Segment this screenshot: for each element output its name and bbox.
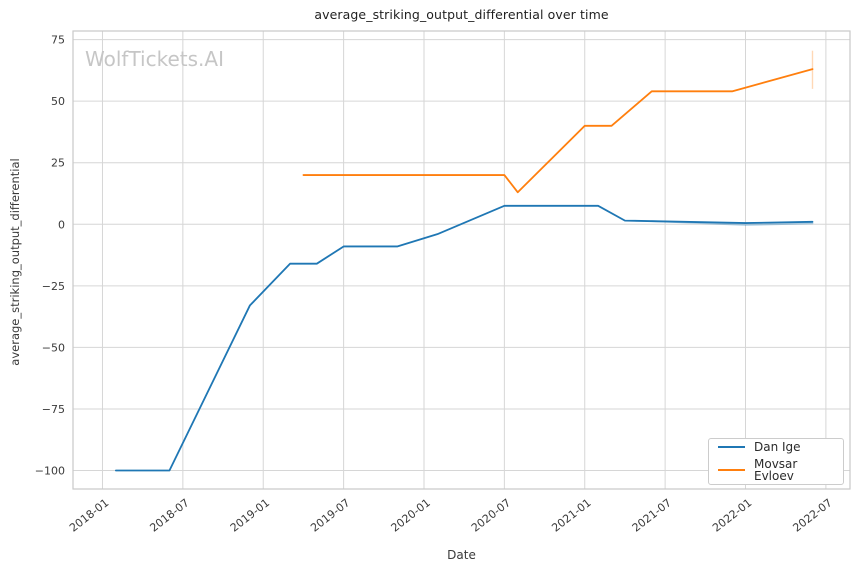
y-tick-label: 25 [51,157,65,170]
x-tick-label: 2021-07 [630,496,674,535]
legend: Dan Ige Movsar Evloev [708,438,844,485]
legend-line-swatch [718,446,745,448]
legend-item-label: Dan Ige [754,440,801,454]
x-axis-label: Date [447,548,476,562]
y-tick-label: 0 [58,218,65,231]
plot-border [72,30,851,490]
y-tick-label: −50 [42,341,65,354]
x-tick-label: 2022-07 [791,496,835,535]
x-tick-label: 2018-01 [67,496,111,535]
x-tick-label: 2018-07 [147,496,191,535]
legend-line-swatch [718,469,745,471]
y-tick-label: −100 [35,465,65,478]
x-tick-label: 2021-01 [549,496,593,535]
y-tick-label: 50 [51,95,65,108]
x-tick-label: 2020-01 [389,496,433,535]
y-tick-label: 75 [51,34,65,47]
x-tick-label: 2019-01 [228,496,272,535]
y-tick-label: −25 [42,280,65,293]
series-line-dan-ige [114,204,814,472]
x-tick-label: 2020-07 [469,496,513,535]
legend-item-label: Movsar Evloev [754,457,798,483]
legend-item-dan-ige: Dan Ige [718,441,834,453]
y-tick-label: −75 [42,403,65,416]
watermark: WolfTickets.AI [85,47,224,71]
y-axis-label: average_striking_output_differential [8,158,22,366]
series-line-movsar-evloev [302,68,814,194]
x-tick-label: 2019-07 [308,496,352,535]
x-tick-label: 2022-01 [710,496,754,535]
chart-title: average_striking_output_differential ove… [314,7,609,22]
legend-item-movsar-evloev: Movsar Evloev [718,458,834,482]
